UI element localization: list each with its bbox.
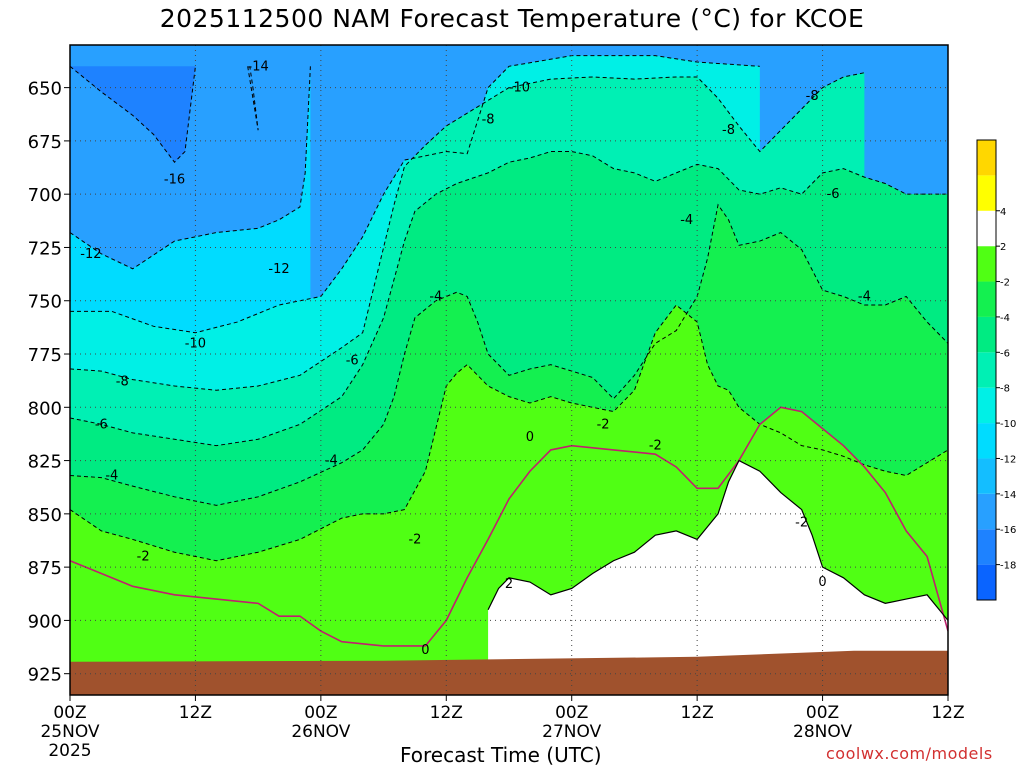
colorbar-swatch bbox=[977, 387, 996, 424]
colorbar-swatch bbox=[977, 564, 996, 600]
colorbar-swatch bbox=[977, 458, 996, 494]
x-tick-label: 12Z bbox=[430, 703, 463, 723]
contour-label: 0 bbox=[526, 430, 534, 445]
colorbar-swatch bbox=[977, 316, 996, 353]
contour-line--6 bbox=[70, 151, 948, 447]
x-tick-label: 28NOV bbox=[793, 722, 852, 742]
colorbar-tick-label: -4 bbox=[1000, 313, 1010, 324]
chart-title: 2025112500 NAM Forecast Temperature (°C)… bbox=[159, 4, 865, 33]
contour-label: -4 bbox=[858, 289, 871, 304]
y-tick-label: 725 bbox=[28, 238, 62, 259]
contour-line--2 bbox=[70, 304, 948, 562]
y-tick-label: 925 bbox=[28, 665, 62, 686]
ground-fill bbox=[70, 650, 948, 695]
colorbar-tick-label: -16 bbox=[1000, 525, 1016, 536]
x-tick-label: 12Z bbox=[931, 703, 964, 723]
x-tick-label: 12Z bbox=[681, 703, 714, 723]
colorbar-swatch bbox=[977, 493, 996, 530]
x-tick-label: 26NOV bbox=[291, 722, 350, 742]
y-tick-label: 650 bbox=[28, 79, 62, 100]
colorbar-frame bbox=[976, 139, 997, 601]
colorbar-tick-label: 4 bbox=[1000, 207, 1006, 218]
colorbar-tick-label: -18 bbox=[1000, 561, 1016, 572]
contour-label: -2 bbox=[408, 532, 421, 547]
contour-label: -4 bbox=[429, 289, 442, 304]
contour-label: -6 bbox=[95, 417, 108, 432]
colorbar-tick-label: -2 bbox=[1000, 278, 1010, 289]
colorbar-tick-label: -12 bbox=[1000, 454, 1016, 465]
y-tick-label: 775 bbox=[28, 345, 62, 366]
contour-label: -6 bbox=[827, 187, 840, 202]
x-tick-label: 00Z bbox=[806, 703, 839, 723]
x-tick-label: 27NOV bbox=[542, 722, 601, 742]
colorbar-tick-label: -10 bbox=[1000, 419, 1016, 430]
y-tick-label: 750 bbox=[28, 292, 62, 313]
contour-label: -4 bbox=[105, 468, 118, 483]
y-tick-label: 675 bbox=[28, 132, 62, 153]
y-tick-label: 900 bbox=[28, 611, 62, 632]
contour-label: -4 bbox=[325, 454, 338, 469]
colorbar-swatch bbox=[977, 140, 996, 176]
contour-label: -2 bbox=[649, 439, 662, 454]
contour-label: 0 bbox=[421, 643, 429, 658]
contour-label: -10 bbox=[509, 81, 530, 96]
colorbar-swatch bbox=[977, 352, 996, 388]
colorbar-swatch bbox=[977, 246, 996, 282]
plot-frame bbox=[69, 44, 949, 696]
band-fill--16 bbox=[70, 66, 196, 163]
contour-line-0 bbox=[70, 406, 948, 647]
contour-label: -8 bbox=[722, 123, 735, 138]
colorbar-swatch bbox=[977, 529, 996, 565]
contour-line--14 bbox=[247, 66, 259, 131]
x-tick-label: 00Z bbox=[53, 703, 86, 723]
contour-label: -10 bbox=[185, 336, 206, 351]
y-tick-label: 875 bbox=[28, 558, 62, 579]
colorbar-tick-label: -14 bbox=[1000, 490, 1016, 501]
y-tick-label: 700 bbox=[28, 185, 62, 206]
colorbar-swatch bbox=[977, 423, 996, 459]
colorbar-tick-label: -8 bbox=[1000, 384, 1010, 395]
y-tick-label: 825 bbox=[28, 452, 62, 473]
contour-line--8 bbox=[70, 72, 865, 391]
y-tick-label: 850 bbox=[28, 505, 62, 526]
x-tick-label: 00Z bbox=[304, 703, 337, 723]
colorbar-swatch bbox=[977, 210, 996, 247]
contour-label: -16 bbox=[164, 172, 185, 187]
contour-label: 0 bbox=[818, 575, 826, 590]
contour-label: 2 bbox=[505, 577, 513, 592]
contour-label: -14 bbox=[248, 59, 269, 74]
x-tick-label: 2025 bbox=[48, 741, 91, 761]
x-tick-label: 25NOV bbox=[40, 722, 99, 742]
contour-line-2 bbox=[487, 459, 948, 621]
contour-label: -6 bbox=[346, 353, 359, 368]
contour-label: -12 bbox=[80, 247, 101, 262]
y-tick-label: 800 bbox=[28, 398, 62, 419]
x-tick-label: 00Z bbox=[555, 703, 588, 723]
contour-label: -12 bbox=[268, 262, 289, 277]
contour-label: -8 bbox=[116, 375, 129, 390]
colorbar-swatch bbox=[977, 281, 996, 317]
contour-line--4 bbox=[70, 203, 948, 506]
colorbar-tick-label: -6 bbox=[1000, 348, 1010, 359]
credit-link[interactable]: coolwx.com/models bbox=[826, 744, 993, 763]
contour-label: -4 bbox=[680, 213, 693, 228]
x-tick-label: 12Z bbox=[179, 703, 212, 723]
plot-area: -14 -10 -8 -8 -8 -16 -6 -4 -12 -12 -4 -4 -10 -6 -8 -6 -2… bbox=[70, 45, 948, 695]
contour-label: -2 bbox=[137, 549, 150, 564]
contour-label: -8 bbox=[806, 89, 819, 104]
contour-label: -2 bbox=[795, 515, 808, 530]
band-fill-2 bbox=[488, 460, 948, 695]
contour-label: -2 bbox=[597, 417, 610, 432]
x-axis-label: Forecast Time (UTC) bbox=[400, 743, 602, 767]
contour-label: -8 bbox=[482, 113, 495, 128]
colorbar-swatch bbox=[977, 175, 996, 211]
colorbar-tick-label: 2 bbox=[1000, 242, 1006, 253]
